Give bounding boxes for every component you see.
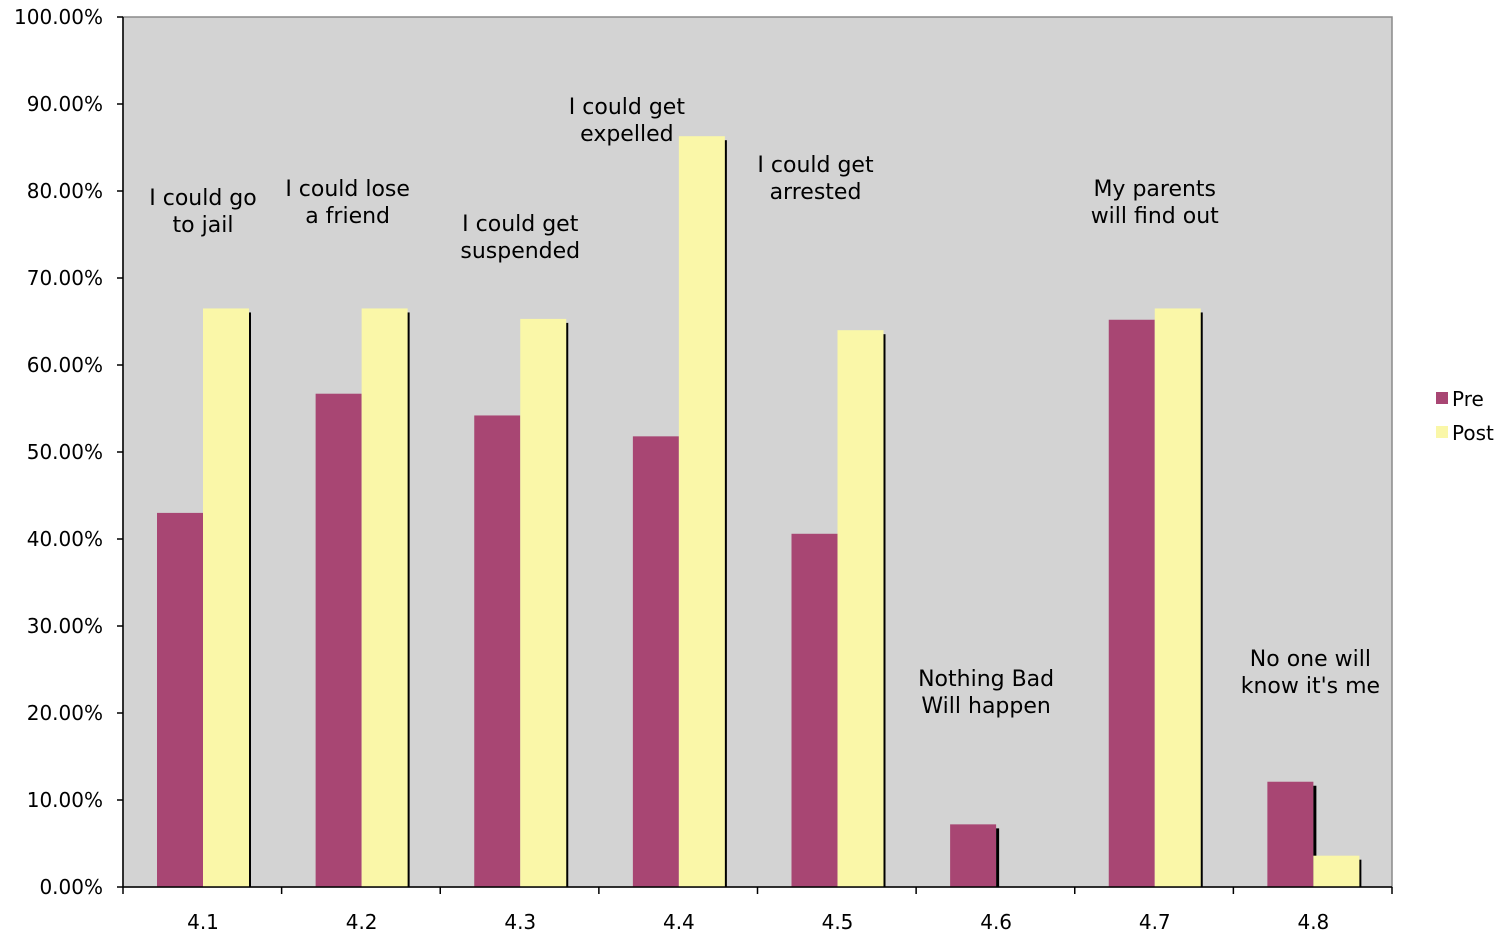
annotation-line: My parents [1093, 177, 1216, 202]
y-tick-label: 100.00% [14, 5, 103, 29]
y-tick-label: 20.00% [27, 701, 103, 725]
x-tick-label: 4.1 [187, 910, 219, 932]
bars-layer [157, 136, 1362, 887]
bar-post-4.3 [520, 318, 567, 887]
bar-post-4.4 [678, 136, 725, 887]
annotation-line: know it's me [1241, 674, 1380, 699]
y-tick-label: 0.00% [39, 875, 103, 899]
bar-pre-4.7 [1108, 319, 1155, 887]
bar-pre-4.4 [632, 436, 679, 887]
annotation-line: No one will [1250, 647, 1371, 672]
bar-pre-4.5 [791, 533, 838, 887]
y-tick-label: 60.00% [27, 353, 103, 377]
legend: Pre Post [1436, 387, 1494, 445]
x-tick-label: 4.8 [1297, 910, 1329, 932]
x-tick-label: 4.5 [822, 910, 854, 932]
annotation-line: Nothing Bad [918, 667, 1054, 692]
bar-post-4.1 [203, 308, 249, 887]
bar-pre-4.3 [474, 415, 521, 887]
bar-shadow-pre-4.6 [996, 828, 1000, 887]
bar-pre-4.2 [315, 393, 362, 887]
bar-post-4.5 [837, 330, 884, 887]
legend-label-post: Post [1452, 421, 1494, 445]
annotation-line: will find out [1091, 204, 1219, 229]
bar-pre-4.6 [950, 824, 997, 887]
annotation-line: I could lose [285, 177, 410, 202]
annotation-line: arrested [770, 180, 862, 205]
bar-shadow-pre-4.8 [1313, 785, 1317, 887]
y-tick-label: 70.00% [27, 266, 103, 290]
legend-label-pre: Pre [1452, 387, 1484, 411]
annotation-line: I could get [569, 95, 686, 120]
axes-layer: 0.00% 10.00% 20.00% 30.00% 40.00% 50.00% 60.00… [14, 5, 1393, 932]
annotation-line: I could go [149, 186, 256, 211]
x-tick-label: 4.7 [1139, 910, 1171, 932]
y-tick-label: 50.00% [27, 440, 103, 464]
legend-swatch-pre [1436, 392, 1448, 404]
y-tick-label: 40.00% [27, 527, 103, 551]
y-tick-label: 30.00% [27, 614, 103, 638]
x-tick-label: 4.4 [663, 910, 695, 932]
x-tick-label: 4.3 [504, 910, 536, 932]
annotation-line: I could get [462, 212, 579, 237]
annotation-line: suspended [460, 239, 580, 264]
bar-pre-4.1 [157, 512, 203, 887]
y-tick-label: 10.00% [27, 788, 103, 812]
bar-post-4.2 [361, 308, 408, 887]
annotation-line: a friend [305, 204, 390, 229]
annotation-line: I could get [757, 153, 874, 178]
bar-post-4.7 [1154, 308, 1201, 887]
y-tick-label: 80.00% [27, 179, 103, 203]
bar-post-4.8 [1313, 855, 1360, 887]
bar-pre-4.8 [1267, 781, 1314, 887]
annotation-line: Will happen [921, 694, 1050, 719]
y-tick-label: 90.00% [27, 92, 103, 116]
x-tick-label: 4.2 [346, 910, 378, 932]
annotation-line: expelled [580, 122, 673, 147]
x-tick-label: 4.6 [980, 910, 1012, 932]
legend-swatch-post [1436, 426, 1448, 438]
annotation-line: to jail [173, 213, 234, 238]
